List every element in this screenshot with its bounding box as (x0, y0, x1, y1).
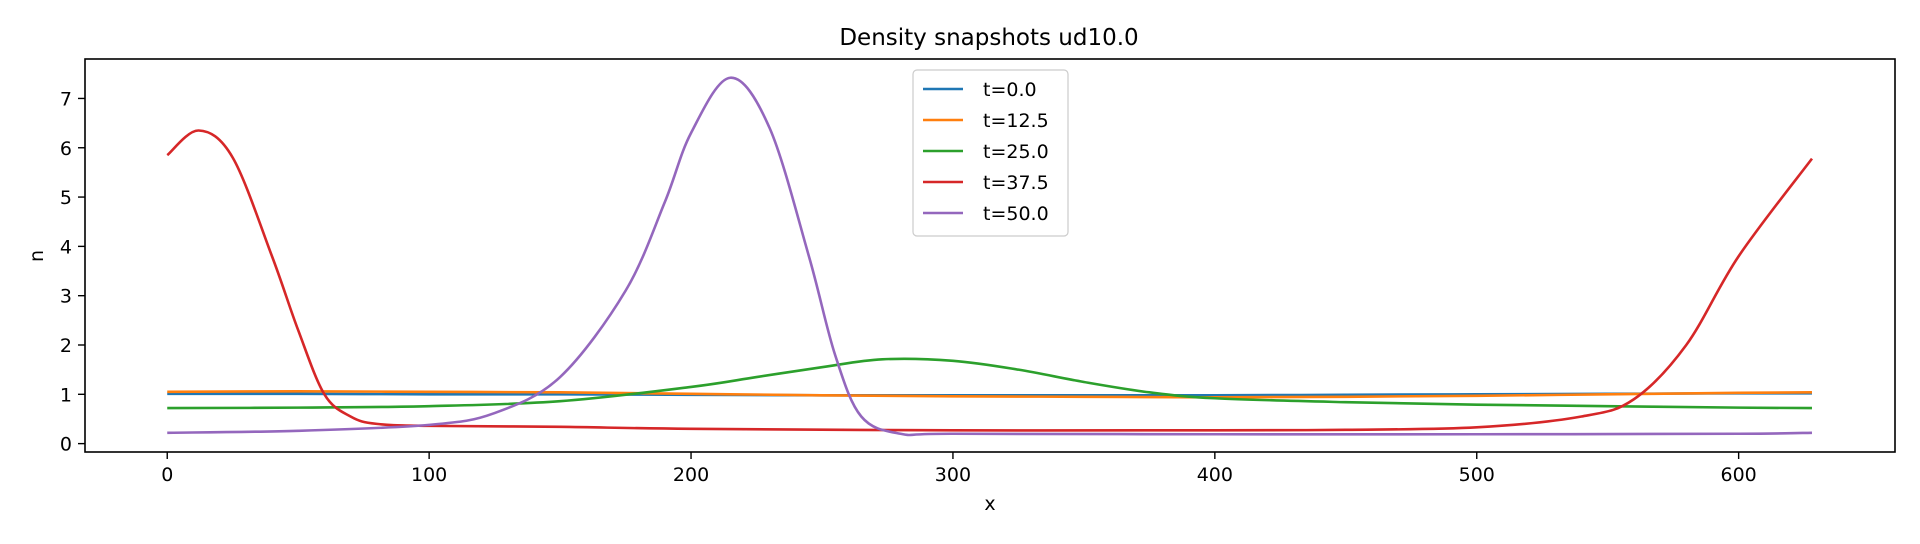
legend-entry: t=12.5 (983, 110, 1049, 132)
y-tick-label: 0 (60, 434, 72, 456)
y-tick-label: 6 (60, 138, 72, 160)
y-tick-label: 4 (60, 236, 72, 258)
series-lines (166, 76, 1814, 437)
legend: t=0.0 t=12.5 t=25.0 t=37.5 t=50.0 (912, 69, 1069, 237)
x-tick-label: 600 (1721, 464, 1757, 486)
legend-entry: t=37.5 (983, 172, 1049, 194)
y-axis-label: n (26, 250, 48, 262)
x-axis-label: x (984, 493, 995, 515)
chart-title: Density snapshots ud10.0 (839, 25, 1138, 51)
y-tick-label: 7 (60, 88, 72, 110)
y-tick-label: 1 (60, 384, 72, 406)
x-tick-label: 400 (1197, 464, 1233, 486)
x-tick-label: 200 (673, 464, 709, 486)
y-tick-label: 2 (60, 335, 72, 357)
legend-entry: t=50.0 (983, 203, 1049, 225)
x-tick-label: 300 (935, 464, 971, 486)
legend-box (912, 69, 1069, 237)
legend-entry: t=25.0 (983, 141, 1049, 163)
legend-entry: t=0.0 (983, 79, 1037, 101)
x-tick-label: 0 (161, 464, 173, 486)
series-line-4 (166, 129, 1814, 432)
series-line-5 (167, 76, 1812, 437)
y-tick-label: 3 (60, 286, 72, 308)
y-axis: 0 1 2 3 4 5 6 7 (60, 88, 85, 456)
series-line-3 (167, 357, 1812, 410)
plot-frame (84, 58, 1896, 453)
x-axis: 0 100 200 300 400 500 600 (161, 452, 1757, 486)
x-tick-label: 500 (1459, 464, 1495, 486)
y-tick-label: 5 (60, 187, 72, 209)
series-line-2 (167, 390, 1812, 399)
x-tick-label: 100 (411, 464, 447, 486)
